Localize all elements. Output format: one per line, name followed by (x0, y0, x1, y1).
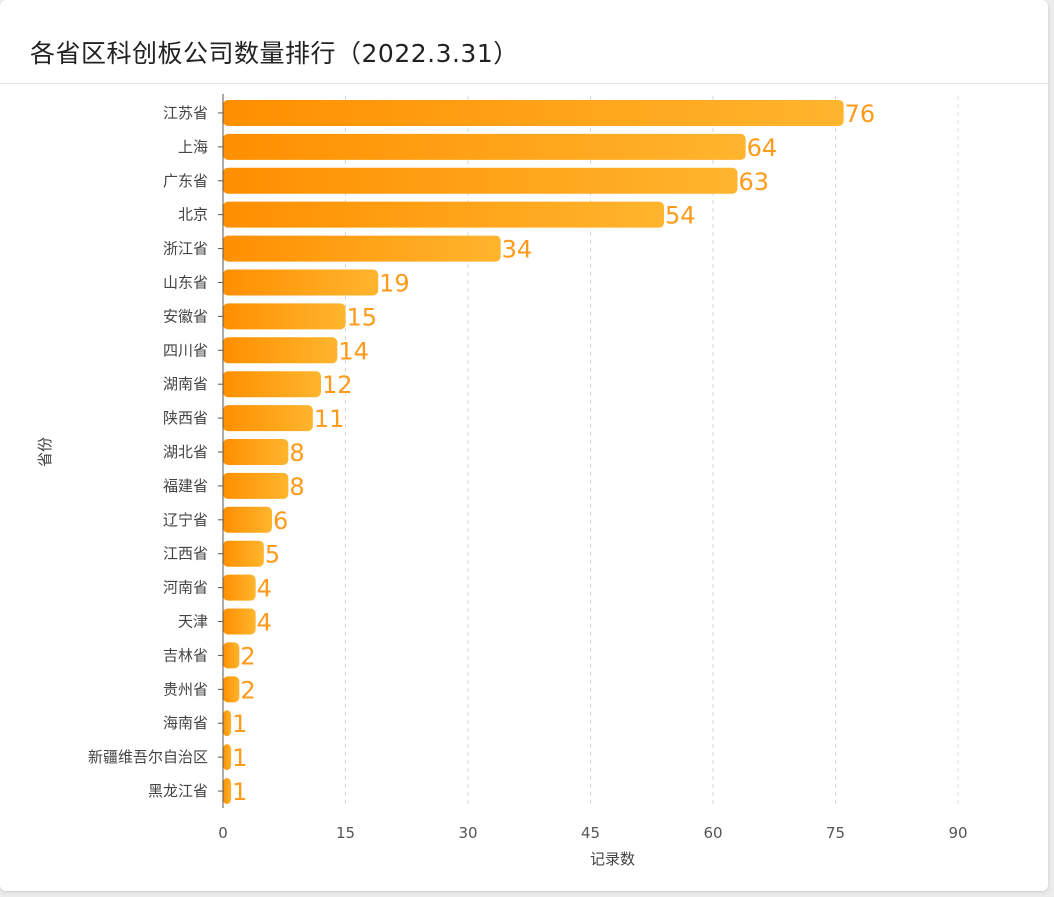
bar[interactable] (223, 506, 272, 533)
bar[interactable] (223, 472, 289, 499)
title-divider (0, 83, 1048, 84)
bar[interactable] (223, 439, 289, 465)
category-label: 山东省 (163, 273, 208, 291)
category-label: 吉林省 (163, 646, 208, 664)
category-label: 贵州省 (163, 680, 208, 698)
value-label: 63 (739, 168, 770, 196)
bar[interactable] (223, 133, 746, 160)
x-tick-label: 75 (826, 824, 845, 842)
category-label: 陕西省 (163, 409, 208, 427)
value-label: 8 (289, 439, 304, 467)
chart-title: 各省区科创板公司数量排行（2022.3.31） (30, 39, 519, 68)
value-label: 1 (232, 710, 247, 738)
category-label: 安徽省 (163, 307, 208, 325)
category-label: 新疆维吾尔自治区 (88, 748, 208, 766)
category-label: 黑龙江省 (148, 782, 208, 800)
bar[interactable] (223, 608, 256, 635)
bar[interactable] (223, 710, 232, 737)
bar[interactable] (223, 574, 256, 601)
category-label: 福建省 (163, 477, 208, 495)
category-label: 海南省 (163, 714, 208, 732)
category-label: 辽宁省 (163, 511, 208, 529)
category-label: 浙江省 (163, 240, 208, 258)
bar[interactable] (223, 167, 738, 194)
value-label: 14 (338, 337, 369, 365)
value-label: 15 (347, 303, 378, 331)
category-label: 河南省 (163, 579, 208, 597)
value-label: 12 (322, 371, 353, 399)
category-label: 天津 (178, 613, 208, 631)
value-label: 54 (665, 202, 696, 230)
bar[interactable] (223, 676, 240, 703)
y-axis-title: 省份 (36, 437, 54, 467)
value-label: 19 (379, 269, 410, 297)
category-label: 湖南省 (163, 375, 208, 393)
bar[interactable] (223, 642, 240, 669)
category-label: 湖北省 (163, 443, 208, 461)
x-tick-label: 15 (336, 824, 355, 842)
bar[interactable] (223, 405, 313, 432)
category-label: 四川省 (163, 341, 208, 359)
category-label: 北京 (178, 206, 208, 224)
bar[interactable] (223, 99, 844, 126)
value-label: 2 (240, 642, 255, 670)
bar[interactable] (223, 201, 664, 228)
bar[interactable] (223, 371, 321, 398)
value-label: 1 (232, 778, 247, 806)
category-label: 上海 (178, 138, 208, 156)
bar[interactable] (223, 269, 379, 296)
value-label: 5 (265, 541, 280, 569)
bar[interactable] (223, 540, 264, 567)
bar[interactable] (223, 778, 232, 805)
bar[interactable] (223, 303, 346, 330)
value-label: 34 (502, 236, 533, 264)
category-label: 江西省 (163, 545, 208, 563)
x-tick-label: 0 (218, 824, 228, 842)
value-label: 2 (240, 676, 255, 704)
value-label: 11 (314, 405, 345, 433)
x-tick-label: 90 (948, 824, 967, 842)
value-label: 76 (845, 100, 876, 128)
bar[interactable] (223, 337, 338, 364)
value-label: 4 (257, 609, 272, 637)
value-label: 1 (232, 744, 247, 772)
x-tick-label: 60 (703, 824, 722, 842)
value-label: 8 (289, 473, 304, 501)
bar[interactable] (223, 235, 501, 262)
value-label: 6 (273, 507, 288, 535)
category-label: 江苏省 (163, 104, 208, 122)
value-label: 64 (747, 134, 778, 162)
x-axis-title: 记录数 (590, 850, 635, 868)
x-tick-label: 45 (581, 824, 600, 842)
category-label: 广东省 (163, 172, 208, 190)
value-label: 4 (257, 575, 272, 603)
bar[interactable] (223, 744, 232, 771)
x-tick-label: 30 (458, 824, 477, 842)
